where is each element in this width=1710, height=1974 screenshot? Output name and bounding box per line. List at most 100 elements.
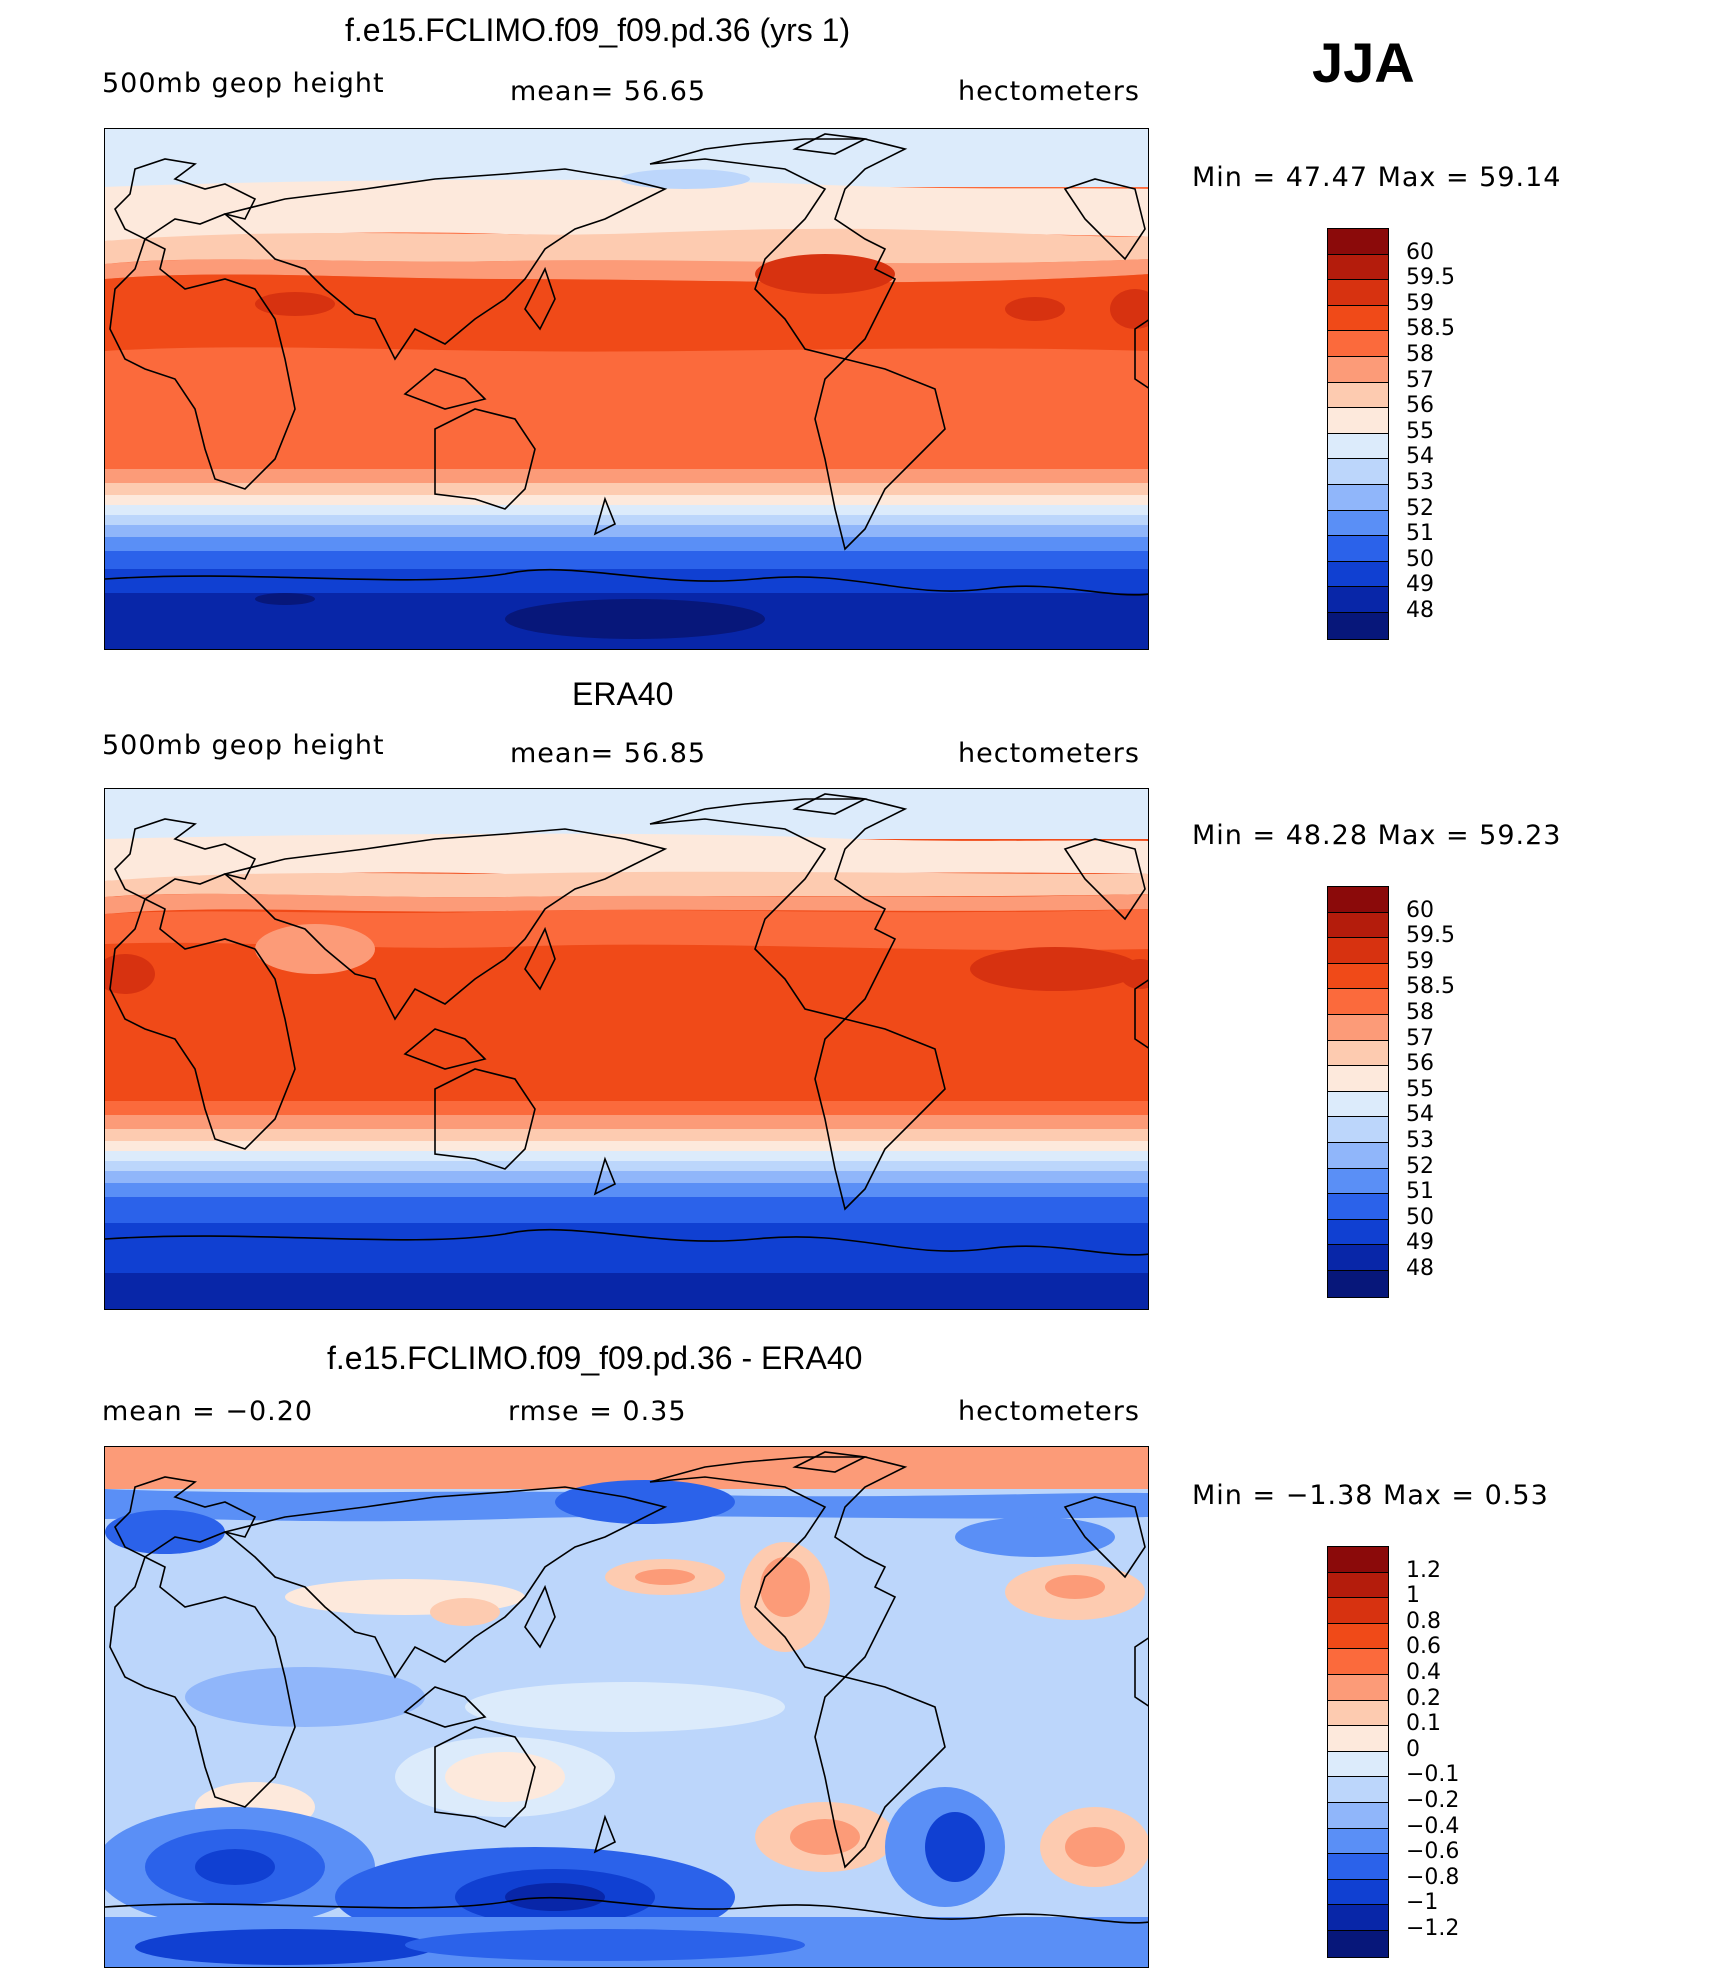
colorbar-swatch [1328, 229, 1388, 255]
colorbar-swatch [1328, 1168, 1388, 1195]
colorbar-swatch [1328, 536, 1388, 562]
colorbar-swatch [1328, 612, 1388, 639]
colorbar-swatch [1328, 408, 1388, 434]
panel1-title: f.e15.FCLIMO.f09_f09.pd.36 (yrs 1) [345, 12, 851, 48]
colorbar-level-label: 53 [1406, 1128, 1434, 1153]
colorbar-swatch [1328, 254, 1388, 281]
colorbar-level-label: 48 [1406, 1256, 1434, 1281]
colorbar-level-label: 51 [1406, 1179, 1434, 1205]
colorbar-swatch [1328, 1091, 1388, 1118]
season-label: JJA [1312, 31, 1415, 94]
colorbar-swatch [1328, 1700, 1388, 1727]
colorbar-swatch [1328, 1066, 1388, 1092]
colorbar-level-label: 0.8 [1406, 1608, 1441, 1634]
colorbar-swatch [1328, 1014, 1388, 1041]
colorbar-level-label: −1 [1406, 1890, 1439, 1916]
colorbar-level-label: 58 [1406, 342, 1434, 367]
colorbar-level-label: 56 [1406, 1051, 1434, 1077]
colorbar-level-label: 58.5 [1406, 316, 1455, 342]
colorbar-level-label: −0.1 [1406, 1762, 1460, 1788]
colorbar-level-label: 60 [1406, 897, 1434, 923]
colorbar-swatch [1328, 331, 1388, 357]
colorbar-swatch [1328, 1194, 1388, 1220]
colorbar-swatch [1328, 1219, 1388, 1246]
colorbar-level-label: 1.2 [1406, 1557, 1441, 1583]
colorbar-swatch [1328, 433, 1388, 460]
colorbar-swatch [1328, 305, 1388, 332]
colorbar-level-label: 60 [1406, 239, 1434, 265]
panel3-units: hectometers [958, 1396, 1140, 1427]
colorbar-level-label: 59.5 [1406, 265, 1455, 291]
colorbar-level-label: 51 [1406, 521, 1434, 547]
colorbar-level-label: 55 [1406, 1076, 1434, 1102]
panel2-field-label: 500mb geop height [102, 730, 385, 761]
colorbar-level-label: −0.8 [1406, 1864, 1460, 1890]
colorbar-swatch [1328, 510, 1388, 537]
colorbar-level-label: 59 [1406, 290, 1434, 316]
colorbar-level-label: 0.4 [1406, 1660, 1441, 1685]
panel3-mean: mean = −0.20 [102, 1396, 314, 1427]
colorbar-swatch [1328, 1547, 1388, 1573]
colorbar-level-label: 57 [1406, 367, 1434, 393]
colorbar-level-label: 49 [1406, 572, 1434, 598]
panel3-map [104, 1446, 1149, 1968]
colorbar-swatch [1328, 1854, 1388, 1880]
colorbar-level-label: 58 [1406, 1000, 1434, 1025]
colorbar-swatch [1328, 1751, 1388, 1778]
colorbar-level-label: −0.4 [1406, 1813, 1460, 1839]
panel1-colorbar [1327, 228, 1389, 640]
colorbar-swatch [1328, 1598, 1388, 1624]
colorbar-swatch [1328, 1245, 1388, 1271]
colorbar-swatch [1328, 1040, 1388, 1067]
colorbar-level-label: 59.5 [1406, 923, 1455, 949]
colorbar-swatch [1328, 912, 1388, 939]
colorbar-swatch [1328, 1270, 1388, 1297]
colorbar-level-label: 50 [1406, 546, 1434, 572]
colorbar-swatch [1328, 963, 1388, 990]
panel2-mean: mean= 56.85 [510, 738, 707, 769]
panel2-minmax: Min = 48.28 Max = 59.23 [1192, 820, 1562, 851]
colorbar-level-label: 57 [1406, 1025, 1434, 1051]
colorbar-level-label: 56 [1406, 393, 1434, 419]
colorbar-swatch [1328, 1777, 1388, 1803]
panel2-map [104, 788, 1149, 1310]
panel2-title: ERA40 [572, 676, 674, 712]
colorbar-swatch [1328, 1828, 1388, 1855]
colorbar-swatch [1328, 356, 1388, 383]
colorbar-level-label: 55 [1406, 418, 1434, 444]
colorbar-swatch [1328, 1117, 1388, 1143]
colorbar-level-label: 1 [1406, 1583, 1420, 1609]
colorbar-level-label: 53 [1406, 470, 1434, 495]
colorbar-level-label: 50 [1406, 1204, 1434, 1230]
colorbar-level-label: 0.1 [1406, 1711, 1441, 1737]
colorbar-level-label: 0.6 [1406, 1634, 1441, 1660]
colorbar-swatch [1328, 1930, 1388, 1957]
colorbar-swatch [1328, 459, 1388, 485]
colorbar-level-label: 49 [1406, 1230, 1434, 1256]
panel3-title: f.e15.FCLIMO.f09_f09.pd.36 - ERA40 [327, 1340, 863, 1376]
panel3-colorbar [1327, 1546, 1389, 1958]
colorbar-swatch [1328, 1802, 1388, 1829]
colorbar-level-label: −1.2 [1406, 1916, 1460, 1941]
colorbar-swatch [1328, 1649, 1388, 1675]
panel2-units: hectometers [958, 738, 1140, 769]
colorbar-swatch [1328, 1674, 1388, 1701]
colorbar-swatch [1328, 1142, 1388, 1169]
panel1-units: hectometers [958, 76, 1140, 107]
colorbar-swatch [1328, 938, 1388, 964]
colorbar-swatch [1328, 382, 1388, 409]
colorbar-level-label: 54 [1406, 444, 1434, 470]
colorbar-swatch [1328, 1623, 1388, 1650]
colorbar-swatch [1328, 587, 1388, 613]
colorbar-level-label: 52 [1406, 495, 1434, 521]
colorbar-swatch [1328, 561, 1388, 588]
colorbar-level-label: −0.2 [1406, 1788, 1460, 1813]
panel1-map [104, 128, 1149, 650]
colorbar-swatch [1328, 989, 1388, 1015]
panel3-rmse: rmse = 0.35 [508, 1396, 687, 1427]
colorbar-swatch [1328, 280, 1388, 306]
panel1-minmax: Min = 47.47 Max = 59.14 [1192, 162, 1562, 193]
colorbar-level-label: 48 [1406, 598, 1434, 623]
colorbar-level-label: 0.2 [1406, 1685, 1441, 1711]
colorbar-swatch [1328, 484, 1388, 511]
